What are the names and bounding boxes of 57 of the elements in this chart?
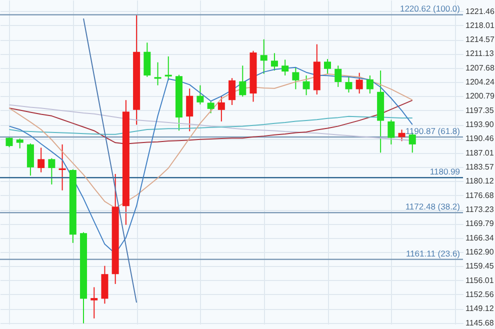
ref-line-label: 1190.87 (61.8) — [405, 126, 460, 136]
y-tick-label: 1183.57 — [466, 162, 494, 172]
line-series — [83, 18, 138, 304]
y-tick-label: 1162.90 — [466, 247, 494, 256]
candlestick — [270, 52, 278, 72]
candlestick — [144, 42, 151, 78]
y-tick-label: 1166.34 — [466, 233, 494, 242]
y-tick-label: 1187.01 — [466, 148, 494, 158]
y-tick-label: 1176.68 — [466, 190, 494, 200]
ref-line-label: 1220.62 (100.0) — [400, 4, 460, 14]
candlestick — [38, 147, 45, 173]
y-tick-label: 1149.12 — [466, 304, 494, 314]
candlestick — [196, 84, 204, 105]
candlestick — [154, 62, 162, 86]
candlestick — [164, 56, 172, 81]
candlestick — [26, 142, 34, 176]
y-tick-label: 1156.01 — [466, 276, 494, 285]
candlestick — [356, 72, 363, 94]
candlestick — [292, 66, 300, 90]
y-tick-label: 1211.13 — [466, 49, 494, 58]
candlestick — [282, 59, 289, 76]
y-tick-label: 1207.68 — [466, 63, 495, 72]
y-tick-label: 1159.45 — [466, 262, 494, 271]
candlestick — [6, 136, 13, 148]
candlestick — [48, 158, 56, 185]
y-tick-label: 1152.56 — [466, 290, 494, 299]
candlestick — [302, 74, 310, 96]
candlestick — [398, 129, 406, 142]
candlestick — [345, 76, 352, 94]
candlestick — [218, 95, 225, 122]
candlestick — [366, 74, 374, 94]
candlestick — [16, 138, 24, 149]
ref-line-label: 1161.11 (23.6) — [406, 248, 460, 258]
candlestick — [207, 101, 214, 114]
candlestick — [334, 65, 342, 88]
y-tick-label: 1197.35 — [466, 106, 494, 115]
candlestick — [388, 119, 395, 145]
candlestick — [260, 38, 268, 74]
candlestick — [228, 78, 236, 106]
ref-line-label: 1172.48 (38.2) — [405, 202, 460, 212]
y-tick-label: 1200.79 — [466, 92, 495, 101]
y-tick-label: 1145.68 — [466, 318, 494, 328]
candlestick — [324, 58, 332, 74]
y-tick-label: 1221.46 — [466, 6, 495, 16]
y-tick-label: 1169.79 — [466, 219, 494, 228]
y-tick-label: 1193.90 — [466, 120, 494, 130]
candlestick — [239, 65, 246, 98]
y-tick-label: 1218.01 — [466, 20, 495, 30]
y-tick-label: 1180.12 — [466, 176, 494, 186]
ref-line-label: 1180.99 — [430, 166, 460, 177]
y-tick-label: 1173.23 — [466, 205, 494, 214]
candlestick — [58, 144, 66, 191]
candlestick — [90, 286, 98, 319]
y-tick-label: 1214.57 — [466, 35, 495, 44]
y-tick-label: 1204.24 — [466, 78, 495, 87]
candlestick — [186, 88, 194, 132]
y-tick-label: 1190.46 — [466, 134, 494, 144]
